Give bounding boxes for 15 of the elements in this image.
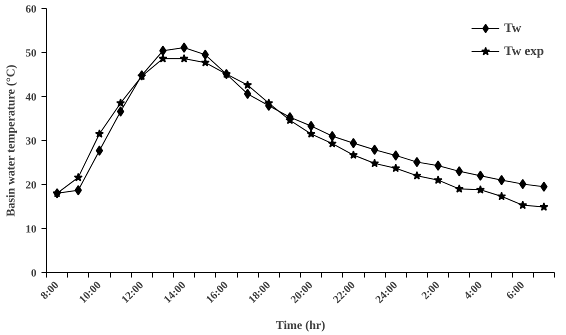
x-tick-label: 6:00 [504, 278, 528, 302]
x-tick-label: 8:00 [38, 278, 62, 302]
y-tick-label: 30 [26, 136, 37, 148]
legend-label: Tw [504, 20, 522, 36]
y-tick-label: 20 [26, 180, 37, 192]
y-tick-label: 0 [31, 268, 37, 280]
y-tick-label: 50 [26, 48, 37, 60]
x-tick-label: 2:00 [420, 278, 443, 302]
y-tick-label: 60 [26, 4, 37, 16]
y-axis-title: Basin water temperature (°C) [4, 64, 18, 217]
legend-label: Tw exp [504, 43, 544, 59]
x-tick-label: 4:00 [462, 278, 486, 302]
y-tick-label: 40 [26, 92, 37, 104]
y-tick-label: 10 [26, 224, 37, 236]
x-axis-title: Time (hr) [276, 318, 326, 332]
